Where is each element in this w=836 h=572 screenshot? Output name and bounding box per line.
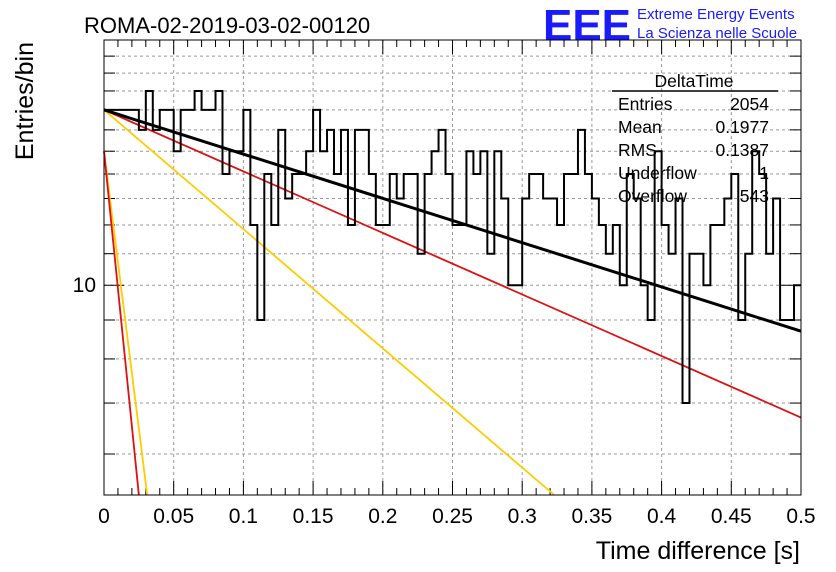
x-tick-label: 0 [98,505,110,528]
stats-label: Mean [618,117,662,137]
fit-curve-slow-exp [103,109,802,419]
fit-curve-medium-exp [103,109,555,496]
x-tick-label: 0.45 [711,505,752,528]
y-axis-label: Entries/bin [11,42,39,160]
stats-title: DeltaTime [654,71,733,91]
stats-label: Entries [618,94,673,114]
eee-logo-line2: La Scienza nelle Scuole [637,25,797,42]
grid-lines [104,40,801,495]
eee-logo-mark: EEE [543,1,631,50]
stats-label: RMS [618,140,657,160]
y-tick-label: 10 [73,274,96,297]
x-tick-label: 0.15 [293,505,334,528]
plot-frame [103,39,802,496]
stats-value: 2054 [730,94,769,114]
stats-box: DeltaTime Entries 2054 Mean 0.1977 RMS 0.1387… [612,71,778,206]
x-tick-label: 0.35 [571,505,612,528]
x-tick-labels: 0 0.05 0.1 0.15 0.2 0.25 0.3 0.35 0.4 0.45 0.5 [98,505,815,528]
stats-value: 0.1387 [715,140,769,160]
x-tick-label: 0.05 [153,505,194,528]
stats-label: Overflow [618,186,687,206]
stats-value: 1 [759,163,769,183]
x-tick-label: 0.5 [786,505,815,528]
axis-ticks [103,40,802,495]
y-tick-labels: 10 [73,274,96,297]
x-tick-label: 0.2 [368,505,397,528]
fit-curve-fast-exp-yellow [103,151,149,496]
x-tick-label: 0.4 [647,505,677,528]
histogram-steps [104,89,801,405]
stats-value: 0.1977 [715,117,769,137]
stats-label: Underflow [618,163,697,183]
x-axis-label: Time difference [s] [596,537,800,565]
fit-curve-fast-exp-red [103,151,140,496]
histogram [104,89,801,405]
x-tick-label: 0.1 [229,505,258,528]
stats-value: 543 [740,186,769,206]
x-tick-label: 0.25 [432,505,473,528]
eee-logo: EEE Extreme Energy Events La Scienza nel… [543,1,797,50]
chart-title: ROMA-02-2019-03-02-00120 [84,13,370,38]
eee-logo-line1: Extreme Energy Events [637,6,795,23]
x-tick-label: 0.3 [508,505,537,528]
